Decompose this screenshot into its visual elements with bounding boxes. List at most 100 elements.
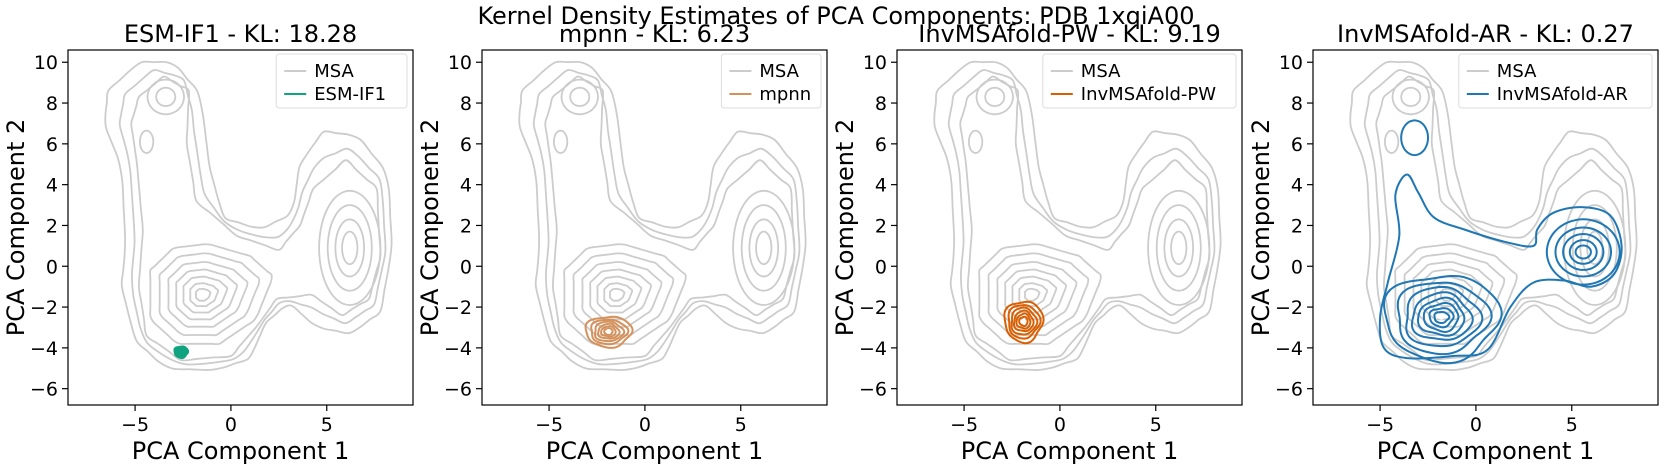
axes-frame bbox=[67, 49, 414, 406]
msa-contour-mode3-1 bbox=[146, 78, 185, 116]
legend-box bbox=[1042, 53, 1237, 109]
msa-contour-mode1-6 bbox=[189, 282, 220, 308]
legend-label: MSA bbox=[1081, 61, 1121, 82]
model-contour-extra-1-4 bbox=[1568, 239, 1598, 265]
msa-contour-mode1-3 bbox=[996, 261, 1078, 328]
msa-contour-outer-1 bbox=[104, 60, 393, 371]
msa-contour-mode3-2 bbox=[155, 86, 177, 108]
figure-suptitle: Kernel Density Estimates of PCA Componen… bbox=[477, 2, 1194, 30]
y-tick-label: −4 bbox=[1275, 338, 1303, 360]
panel-title: ESM-IF1 - KL: 18.28 bbox=[124, 20, 357, 48]
msa-contour-mode2-1 bbox=[732, 189, 796, 306]
msa-contour-mode2-4 bbox=[341, 230, 359, 266]
panel-4: −5 0 5 −6 −4 −2 0 2 4 6 8 10 InvMSAfold-AR - KL: 0.2… bbox=[1247, 20, 1659, 465]
msa-contour-mode1-4 bbox=[589, 268, 652, 321]
ticks: −5 0 5 −6 −4 −2 0 2 4 6 8 10 bbox=[859, 52, 1162, 436]
msa-contour-mode3-2 bbox=[984, 86, 1006, 108]
legend-label: MSA bbox=[314, 61, 354, 82]
y-tick-label: 8 bbox=[46, 93, 58, 115]
y-tick-label: −2 bbox=[859, 297, 887, 319]
y-tick-label: 6 bbox=[460, 134, 472, 156]
y-tick-label: 10 bbox=[448, 52, 472, 74]
msa-contour-mode3-2 bbox=[1400, 86, 1422, 108]
model-contour-6 bbox=[1422, 301, 1460, 333]
msa-contour-mode1-1 bbox=[149, 243, 273, 346]
legend-label: InvMSAfold-AR bbox=[1497, 84, 1628, 105]
legend-label: ESM-IF1 bbox=[314, 84, 386, 105]
x-tick-label: −5 bbox=[950, 414, 978, 436]
ticks: −5 0 5 −6 −4 −2 0 2 4 6 8 10 bbox=[1275, 52, 1578, 436]
y-tick-label: 0 bbox=[460, 256, 472, 278]
y-tick-label: 6 bbox=[875, 134, 887, 156]
msa-contour-mode1-7 bbox=[609, 287, 626, 302]
msa-contour-mode2-4 bbox=[1586, 230, 1604, 266]
msa-contours bbox=[518, 60, 807, 371]
axes-frame bbox=[1312, 49, 1659, 406]
x-axis-label: PCA Component 1 bbox=[961, 437, 1179, 465]
y-tick-label: −2 bbox=[1275, 297, 1303, 319]
y-tick-label: 10 bbox=[863, 52, 887, 74]
msa-contour-mode1-3 bbox=[581, 261, 663, 328]
x-tick-label: 0 bbox=[1054, 414, 1066, 436]
model-contour-5 bbox=[1015, 312, 1032, 330]
legend-label: mpnn bbox=[759, 84, 811, 105]
msa-contour-mode4 bbox=[138, 129, 155, 154]
ticks: −5 0 5 −6 −4 −2 0 2 4 6 8 10 bbox=[444, 52, 747, 436]
panel-3: −5 0 5 −6 −4 −2 0 2 4 6 8 10 InvMSAfold-PW - KL: 9.1… bbox=[831, 20, 1243, 465]
y-tick-label: −4 bbox=[444, 338, 472, 360]
y-tick-label: 10 bbox=[1279, 52, 1303, 74]
y-tick-label: 0 bbox=[875, 256, 887, 278]
msa-contour-mode2-3 bbox=[748, 218, 779, 278]
y-tick-label: 2 bbox=[460, 215, 472, 237]
plot-area bbox=[1349, 60, 1638, 371]
msa-contour-mode1-3 bbox=[1412, 261, 1494, 328]
msa-contour-mode3-2 bbox=[569, 86, 591, 108]
msa-contour-outer-1 bbox=[518, 60, 807, 371]
y-tick-label: −6 bbox=[30, 379, 58, 401]
msa-contour-mode2-1 bbox=[318, 189, 382, 306]
model-contour-6 bbox=[1018, 315, 1029, 328]
y-tick-label: 8 bbox=[1291, 93, 1303, 115]
y-tick-label: 10 bbox=[34, 52, 58, 74]
model-mode-center bbox=[1021, 318, 1026, 324]
model-contour-2 bbox=[590, 318, 630, 346]
msa-contour-mode1-3 bbox=[167, 261, 249, 328]
model-contour-3 bbox=[593, 320, 626, 343]
msa-contours bbox=[933, 60, 1222, 371]
y-tick-label: −6 bbox=[1275, 379, 1303, 401]
y-tick-label: −6 bbox=[859, 379, 887, 401]
msa-contour-outer-3 bbox=[130, 75, 382, 362]
msa-contour-mode3-1 bbox=[560, 78, 599, 116]
msa-contour-mode2-4 bbox=[755, 230, 773, 266]
y-tick-label: 4 bbox=[875, 175, 887, 197]
x-tick-label: −5 bbox=[1366, 414, 1394, 436]
y-axis-label: PCA Component 2 bbox=[2, 119, 30, 337]
x-axis-label: PCA Component 1 bbox=[132, 437, 350, 465]
y-tick-label: 0 bbox=[46, 256, 58, 278]
msa-contour-mode4 bbox=[1383, 129, 1400, 154]
msa-contour-mode2-2 bbox=[740, 204, 787, 292]
model-contour-extra-1-1 bbox=[1545, 218, 1621, 286]
x-tick-label: 5 bbox=[735, 414, 747, 436]
x-tick-label: 0 bbox=[639, 414, 651, 436]
msa-contour-outer-2 bbox=[118, 69, 387, 366]
x-tick-label: 0 bbox=[225, 414, 237, 436]
model-contour-1 bbox=[1383, 274, 1503, 365]
model-contour-4 bbox=[1410, 291, 1474, 341]
y-tick-label: 8 bbox=[460, 93, 472, 115]
y-tick-label: −2 bbox=[30, 297, 58, 319]
x-axis-label: PCA Component 1 bbox=[546, 437, 764, 465]
msa-contour-mode1-5 bbox=[182, 275, 229, 314]
y-tick-label: −4 bbox=[859, 338, 887, 360]
y-tick-label: 4 bbox=[46, 175, 58, 197]
x-tick-label: 5 bbox=[1566, 414, 1578, 436]
y-tick-label: 2 bbox=[875, 215, 887, 237]
model-mode-center bbox=[1438, 314, 1444, 320]
panel-1: −5 0 5 −6 −4 −2 0 2 4 6 8 10 ESM-IF1 - KL: 18.28 PCA … bbox=[2, 20, 414, 465]
msa-contour-mode1-2 bbox=[1403, 252, 1506, 337]
model-contour-3 bbox=[1405, 285, 1484, 348]
msa-contour-mode1-7 bbox=[1024, 287, 1041, 302]
